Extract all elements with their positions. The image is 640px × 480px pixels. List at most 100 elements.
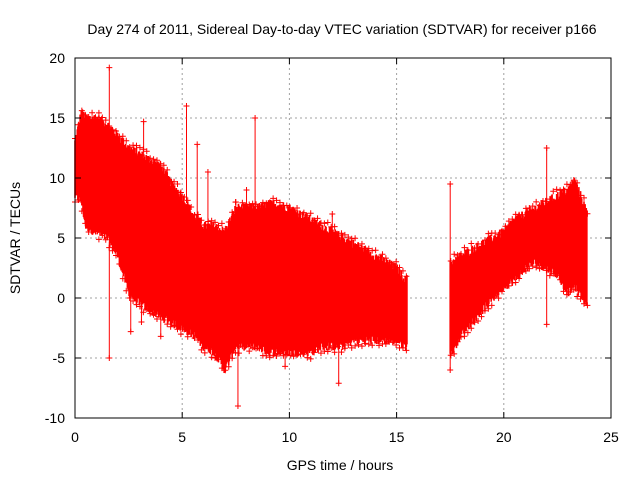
- data-point: [188, 331, 195, 338]
- data-point: [266, 354, 273, 361]
- data-point: [393, 258, 400, 265]
- data-point: [92, 228, 99, 235]
- data-point: [188, 203, 195, 210]
- data-point: [126, 294, 133, 301]
- data-point: [324, 348, 331, 355]
- data-point: [348, 344, 355, 351]
- data-point: [164, 166, 171, 173]
- data-point: [273, 352, 280, 359]
- data-point: [85, 114, 92, 121]
- data-point: [143, 148, 150, 155]
- x-tick-label: 0: [71, 429, 79, 445]
- data-point: [136, 144, 143, 151]
- outlier-point: [183, 103, 190, 109]
- data-point: [276, 199, 283, 206]
- data-point: [304, 212, 311, 219]
- data-point: [321, 220, 328, 227]
- data-point: [481, 307, 488, 314]
- data-point: [372, 247, 379, 254]
- data-point: [533, 198, 540, 205]
- data-point: [75, 121, 82, 128]
- x-tick-label: 25: [603, 429, 619, 445]
- data-point: [553, 272, 560, 279]
- data-point: [563, 291, 570, 298]
- data-point: [355, 341, 362, 348]
- data-point: [177, 331, 184, 338]
- data-point: [499, 227, 506, 234]
- data-point: [492, 230, 499, 237]
- data-point: [550, 188, 557, 195]
- data-point: [338, 230, 345, 237]
- data-point: [109, 247, 116, 254]
- data-point: [577, 192, 584, 199]
- y-tick-label: -10: [45, 410, 65, 426]
- data-point: [454, 252, 461, 259]
- data-point: [109, 126, 116, 133]
- outlier-point: [447, 367, 454, 373]
- outlier-point: [106, 64, 113, 71]
- data-point: [307, 210, 314, 217]
- data-point: [287, 352, 294, 359]
- data-point: [471, 319, 478, 326]
- data-point: [92, 114, 99, 121]
- data-point: [311, 349, 318, 356]
- data-point: [317, 350, 324, 357]
- data-point: [345, 342, 352, 349]
- data-point: [536, 202, 543, 209]
- outlier-point: [232, 199, 239, 205]
- data-point: [215, 356, 222, 363]
- data-point: [451, 350, 458, 357]
- x-tick-label: 15: [389, 429, 405, 445]
- data-point: [208, 354, 215, 361]
- data-point: [577, 295, 584, 302]
- data-point: [184, 333, 191, 340]
- data-point: [516, 275, 523, 282]
- data-point: [550, 270, 557, 277]
- data-point: [191, 335, 198, 342]
- data-point: [99, 114, 106, 121]
- data-point: [546, 272, 553, 279]
- data-point: [386, 338, 393, 345]
- data-point: [464, 329, 471, 336]
- data-point: [235, 204, 242, 211]
- data-point: [581, 194, 587, 201]
- data-point: [239, 199, 246, 206]
- data-point: [201, 222, 208, 229]
- data-point: [502, 282, 509, 289]
- data-point: [205, 345, 212, 352]
- data-point: [495, 231, 502, 238]
- data-point: [78, 208, 85, 215]
- data-point: [198, 346, 205, 353]
- data-point: [358, 343, 365, 350]
- data-point: [570, 286, 577, 293]
- data-point: [164, 321, 171, 328]
- data-point: [382, 341, 389, 348]
- data-point: [396, 264, 403, 271]
- data-point: [369, 342, 376, 349]
- data-point: [519, 268, 526, 275]
- data-point: [266, 199, 273, 206]
- data-point: [584, 302, 591, 309]
- outlier-point: [194, 141, 201, 148]
- data-point: [324, 219, 331, 226]
- data-point: [273, 197, 280, 204]
- data-point: [246, 348, 253, 355]
- data-point: [157, 160, 164, 167]
- data-series: [72, 64, 591, 409]
- data-point: [447, 257, 454, 264]
- data-point: [181, 326, 188, 333]
- data-point: [150, 311, 157, 318]
- y-tick-label: 0: [57, 290, 65, 306]
- data-point: [249, 344, 256, 351]
- data-point: [194, 211, 201, 218]
- data-point: [150, 156, 157, 163]
- data-point: [399, 344, 406, 351]
- data-point: [335, 343, 342, 350]
- data-point: [270, 352, 277, 359]
- data-point: [246, 201, 253, 208]
- data-point: [481, 237, 488, 244]
- data-point: [382, 255, 389, 262]
- data-point: [557, 276, 564, 283]
- data-point: [256, 345, 263, 352]
